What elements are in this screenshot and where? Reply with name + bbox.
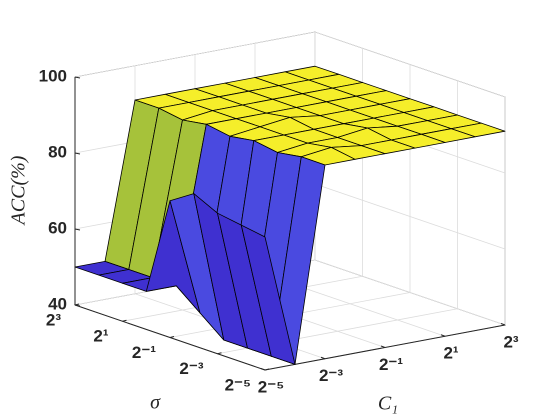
y-tick-label: 2⁻¹: [132, 343, 156, 362]
tick-mark: [122, 319, 127, 322]
tick-mark: [264, 368, 270, 371]
tick-mark: [320, 356, 326, 360]
y-tick-label: 2⁻³: [179, 359, 203, 378]
tick-mark: [74, 152, 81, 155]
x-tick-label: 2⁻⁵: [258, 377, 284, 396]
z-tick-label: 40: [48, 294, 67, 313]
x-axis-label: C₁: [378, 393, 398, 415]
tick-mark: [500, 323, 506, 326]
surface-face: [240, 224, 296, 365]
tick-mark: [260, 368, 266, 371]
y-tick-label: 2¹: [93, 327, 108, 346]
x-tick-label: 2⁻¹: [379, 355, 403, 374]
y-axis-label: σ: [150, 392, 161, 414]
z-axis-label: ACC(%): [8, 155, 30, 226]
z-tick-label: 100: [39, 66, 67, 85]
z-tick-label: 80: [48, 142, 67, 161]
y-tick-label: 2³: [46, 310, 61, 329]
y-tick-label: 2⁻⁵: [225, 375, 251, 394]
tick-mark: [74, 303, 80, 306]
tick-mark: [169, 336, 175, 338]
tick-mark: [440, 334, 446, 337]
x-tick-label: 2³: [503, 332, 518, 351]
x-tick-label: 2¹: [443, 344, 458, 363]
x-tick-label: 2⁻³: [319, 366, 343, 385]
tick-mark: [74, 76, 81, 79]
z-tick-label: 60: [48, 218, 67, 237]
tick-mark: [217, 352, 222, 355]
tick-mark: [380, 345, 386, 348]
tick-mark: [74, 228, 81, 231]
